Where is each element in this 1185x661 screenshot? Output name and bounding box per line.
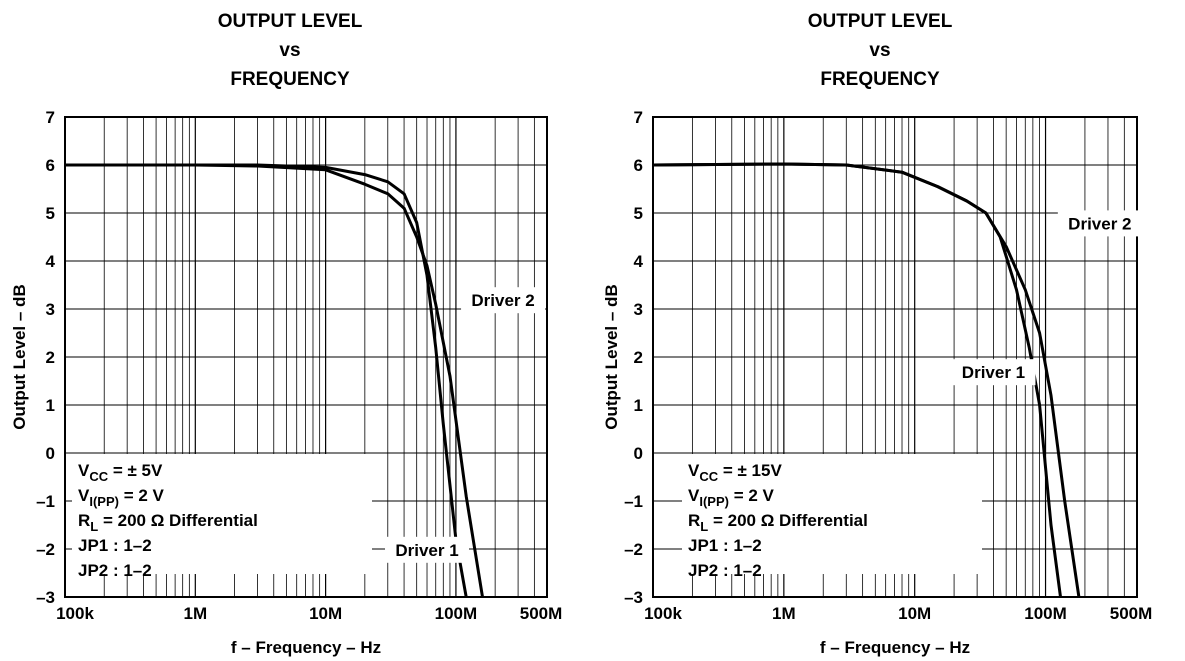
y-tick-label: –2: [624, 540, 643, 559]
condition-line: JP2 : 1–2: [78, 561, 152, 580]
y-tick-label: 7: [46, 108, 55, 127]
conditions-background: [72, 454, 372, 574]
y-tick-label: –1: [624, 492, 643, 511]
conditions-background: [682, 454, 982, 574]
y-tick-label: 1: [46, 396, 55, 415]
y-tick-label: 3: [46, 300, 55, 319]
chart-title-line: OUTPUT LEVEL: [808, 11, 953, 32]
series-label: Driver 2: [1068, 214, 1131, 233]
chart-title-line: FREQUENCY: [820, 69, 940, 90]
y-tick-label: 3: [634, 300, 643, 319]
y-tick-label: –3: [36, 588, 55, 607]
y-tick-label: 2: [634, 348, 643, 367]
series-label: Driver 2: [471, 291, 534, 310]
y-tick-label: 0: [46, 444, 55, 463]
x-tick-label: 10M: [898, 604, 931, 623]
x-tick-label: 1M: [772, 604, 796, 623]
y-tick-label: 4: [46, 252, 56, 271]
x-tick-label: 100M: [435, 604, 478, 623]
chart-title-line: OUTPUT LEVEL: [218, 11, 363, 32]
chart-panel-right: OUTPUT LEVELvsFREQUENCY76543210–1–2–3100…: [602, 11, 1152, 657]
condition-line: JP2 : 1–2: [688, 561, 762, 580]
series-label-background: [1057, 210, 1142, 237]
plot-frame: [64, 116, 548, 598]
x-tick-label: 100k: [56, 604, 94, 623]
series-line-driver-2: [652, 162, 1081, 598]
condition-line: JP1 : 1–2: [78, 536, 152, 555]
condition-line: VI(PP) = 2 V: [78, 486, 165, 509]
x-tick-label: 1M: [183, 604, 207, 623]
plot-frame: [652, 116, 1138, 598]
series-label-background: [385, 536, 470, 563]
x-tick-label: 100M: [1024, 604, 1067, 623]
condition-line: RL = 200 Ω Differential: [688, 511, 868, 534]
x-tick-label: 100k: [644, 604, 682, 623]
x-tick-label: 10M: [309, 604, 342, 623]
y-tick-label: 1: [634, 396, 643, 415]
series-label: Driver 1: [395, 541, 458, 560]
condition-line: VCC = ± 15V: [688, 461, 782, 484]
chart-title-line: FREQUENCY: [230, 69, 350, 90]
x-axis-label: f – Frequency – Hz: [231, 638, 381, 657]
y-tick-label: 4: [634, 252, 644, 271]
x-tick-label: 500M: [520, 604, 563, 623]
x-tick-label: 500M: [1110, 604, 1153, 623]
series-line-driver-2: [65, 163, 484, 598]
y-axis-label: Output Level – dB: [602, 284, 621, 429]
series-label-background: [951, 359, 1036, 386]
chart-panel-left: OUTPUT LEVELvsFREQUENCY76543210–1–2–3100…: [10, 11, 562, 657]
y-tick-label: 6: [46, 156, 55, 175]
y-tick-label: 0: [634, 444, 643, 463]
chart-title-line: vs: [869, 40, 890, 61]
y-tick-label: 6: [634, 156, 643, 175]
y-tick-label: 5: [634, 204, 643, 223]
y-tick-label: 2: [46, 348, 55, 367]
y-axis-label: Output Level – dB: [10, 284, 29, 429]
condition-line: VI(PP) = 2 V: [688, 486, 775, 509]
x-axis-label: f – Frequency – Hz: [820, 638, 970, 657]
y-tick-label: –3: [624, 588, 643, 607]
chart-title-line: vs: [279, 40, 300, 61]
condition-line: RL = 200 Ω Differential: [78, 511, 258, 534]
y-tick-label: 5: [46, 204, 55, 223]
series-label-background: [461, 287, 546, 314]
y-tick-label: –1: [36, 492, 55, 511]
condition-line: JP1 : 1–2: [688, 536, 762, 555]
condition-line: VCC = ± 5V: [78, 461, 163, 484]
y-tick-label: –2: [36, 540, 55, 559]
series-label: Driver 1: [962, 363, 1025, 382]
y-tick-label: 7: [634, 108, 643, 127]
